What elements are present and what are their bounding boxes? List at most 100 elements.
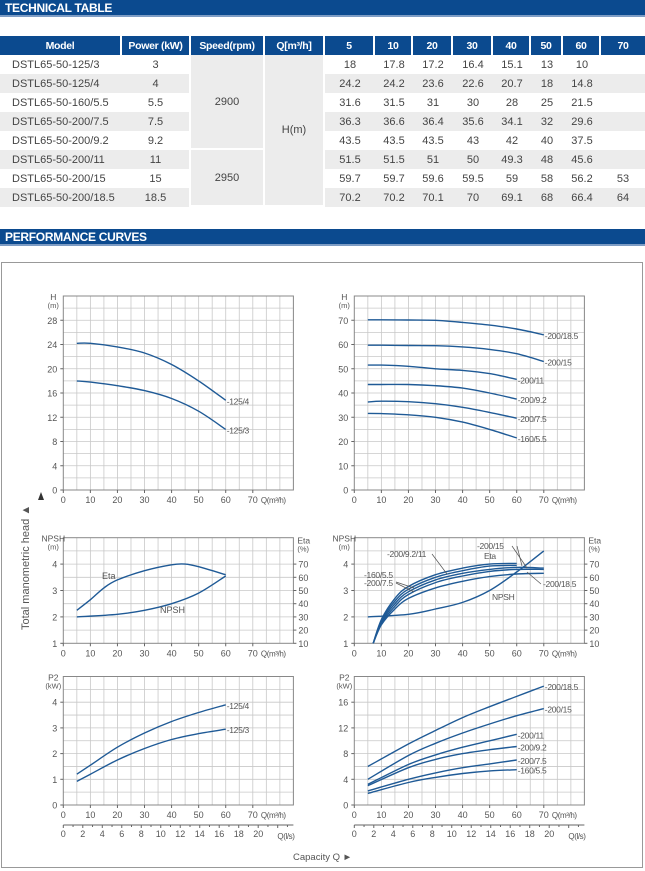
head-value-cell: 36.4 (413, 112, 453, 131)
y-tick-label: 0 (52, 801, 57, 811)
x2-tick-label: 14 (486, 829, 496, 839)
curve-label: -200/9.2 (518, 743, 547, 753)
y-tick-label: 8 (343, 749, 348, 759)
x-tick-label: 40 (167, 648, 177, 658)
curve-200-7-5 (367, 759, 517, 792)
x-tick-label: 60 (221, 648, 231, 658)
head-value-cell: 18 (325, 55, 375, 74)
x2-tick-label: 2 (80, 829, 85, 839)
x2-tick-label: 8 (430, 829, 435, 839)
head-value-cell: 14.8 (563, 74, 601, 93)
model-cell: DSTL65-50-200/7.5 (0, 112, 122, 131)
head-value-cell: 69.1 (493, 188, 531, 207)
head-value-cell (601, 131, 645, 150)
head-value-cell: 59.6 (413, 169, 453, 188)
y-tick-label: 20 (47, 364, 57, 374)
head-value-cell: 16.4 (453, 55, 493, 74)
model-cell: DSTL65-50-200/11 (0, 150, 122, 169)
x-tick-label: 50 (485, 495, 495, 505)
head-value-cell: 43.5 (375, 131, 413, 150)
model-cell: DSTL65-50-125/3 (0, 55, 122, 74)
y2-tick-label: 30 (298, 612, 308, 622)
model-cell: DSTL65-50-200/15 (0, 169, 122, 188)
y-tick-label: 40 (338, 389, 348, 399)
x-tick-label: 10 (376, 495, 386, 505)
x-tick-label: 70 (539, 810, 549, 820)
head-value-cell: 25 (531, 93, 563, 112)
header-flow-40: 40 (493, 36, 531, 55)
y-axis-unit: (m) (339, 301, 351, 310)
head-value-cell: 18 (531, 74, 563, 93)
power-cell: 3 (122, 55, 191, 74)
power-cell: 7.5 (122, 112, 191, 131)
chart-1 (351, 295, 585, 493)
curve-125-4 (76, 704, 226, 775)
x2-tick-label: 10 (156, 829, 166, 839)
y-tick-label: 4 (52, 461, 57, 471)
x-tick-label: 70 (539, 648, 549, 658)
head-value-cell: 43 (453, 131, 493, 150)
header-power: Power (kW) (122, 36, 191, 55)
curve-200-9-2 (367, 383, 517, 400)
head-value-cell: 24.2 (325, 74, 375, 93)
x2-tick-label: 14 (195, 829, 205, 839)
y-tick-label: 70 (338, 316, 348, 326)
head-value-cell (601, 93, 645, 112)
x-tick-label: 30 (431, 495, 441, 505)
head-value-cell: 59.7 (375, 169, 413, 188)
header-flow-20: 20 (413, 36, 453, 55)
y-tick-label: 20 (338, 437, 348, 447)
curve-160-5-5 (367, 769, 517, 795)
x-tick-label: 30 (431, 810, 441, 820)
curve-label: -160/5.5 (518, 766, 547, 776)
y-axis-unit: (kW) (336, 682, 352, 691)
curve-annotation: Eta (484, 551, 496, 561)
x-tick-label: 60 (512, 495, 522, 505)
y-tick-label: 24 (47, 340, 57, 350)
head-value-cell: 51.5 (375, 150, 413, 169)
y2-tick-label: 40 (589, 599, 599, 609)
head-value-cell: 51 (413, 150, 453, 169)
head-value-cell (601, 112, 645, 131)
x2-tick-label: 16 (214, 829, 224, 839)
x-tick-label: 30 (140, 495, 150, 505)
table-row: DSTL65-50-200/18.5 18.5 70.2 70.2 70.1 70 69.1… (0, 188, 645, 207)
curve-200-7-5 (372, 564, 517, 644)
table-row: DSTL65-50-160/5.5 5.5 31.6 31.5 31 30 28 25 21.5 (0, 93, 645, 112)
y-tick-label: 60 (338, 340, 348, 350)
y-axis-unit: (m) (48, 301, 60, 310)
x-tick-label: 50 (485, 648, 495, 658)
curve-200-15 (367, 707, 544, 780)
table-row: DSTL65-50-200/15 15 59.7 59.7 59.6 59.5 59 58 56… (0, 169, 645, 188)
head-value-cell: 40 (531, 131, 563, 150)
head-value-cell (601, 150, 645, 169)
y-tick-label: 12 (47, 413, 57, 423)
head-value-cell: 53 (601, 169, 645, 188)
leader-line (431, 553, 448, 575)
h-unit-cell: H(m) (265, 55, 325, 207)
head-value-cell: 22.6 (453, 74, 493, 93)
x-tick-label: 20 (112, 810, 122, 820)
curve-label: -200/18.5 (545, 331, 579, 341)
curve-label: -200/11 (518, 375, 545, 385)
y-tick-label: 4 (52, 560, 57, 570)
header-flow-70: 70 (601, 36, 645, 55)
curve-label: Eta (102, 571, 116, 581)
x-tick-label: 40 (167, 810, 177, 820)
y-tick-label: 28 (47, 316, 57, 326)
x-axis-label: Q(m³/h) (552, 811, 577, 820)
curve-125-4 (76, 342, 227, 401)
head-value-cell (601, 74, 645, 93)
power-cell: 11 (122, 150, 191, 169)
x-tick-label: 0 (352, 648, 357, 658)
x-tick-label: 0 (61, 495, 66, 505)
header-flow-5: 5 (325, 36, 375, 55)
y-axis-unit: (m) (48, 543, 60, 552)
head-value-cell: 45.6 (563, 150, 601, 169)
curve-160-5-5 (367, 412, 517, 439)
head-value-cell: 43.5 (413, 131, 453, 150)
y2-axis-label: Eta (588, 536, 601, 546)
curve-label: -200/7.5 (518, 414, 547, 424)
head-value-cell: 30 (453, 93, 493, 112)
curve-125-3 (76, 728, 226, 783)
